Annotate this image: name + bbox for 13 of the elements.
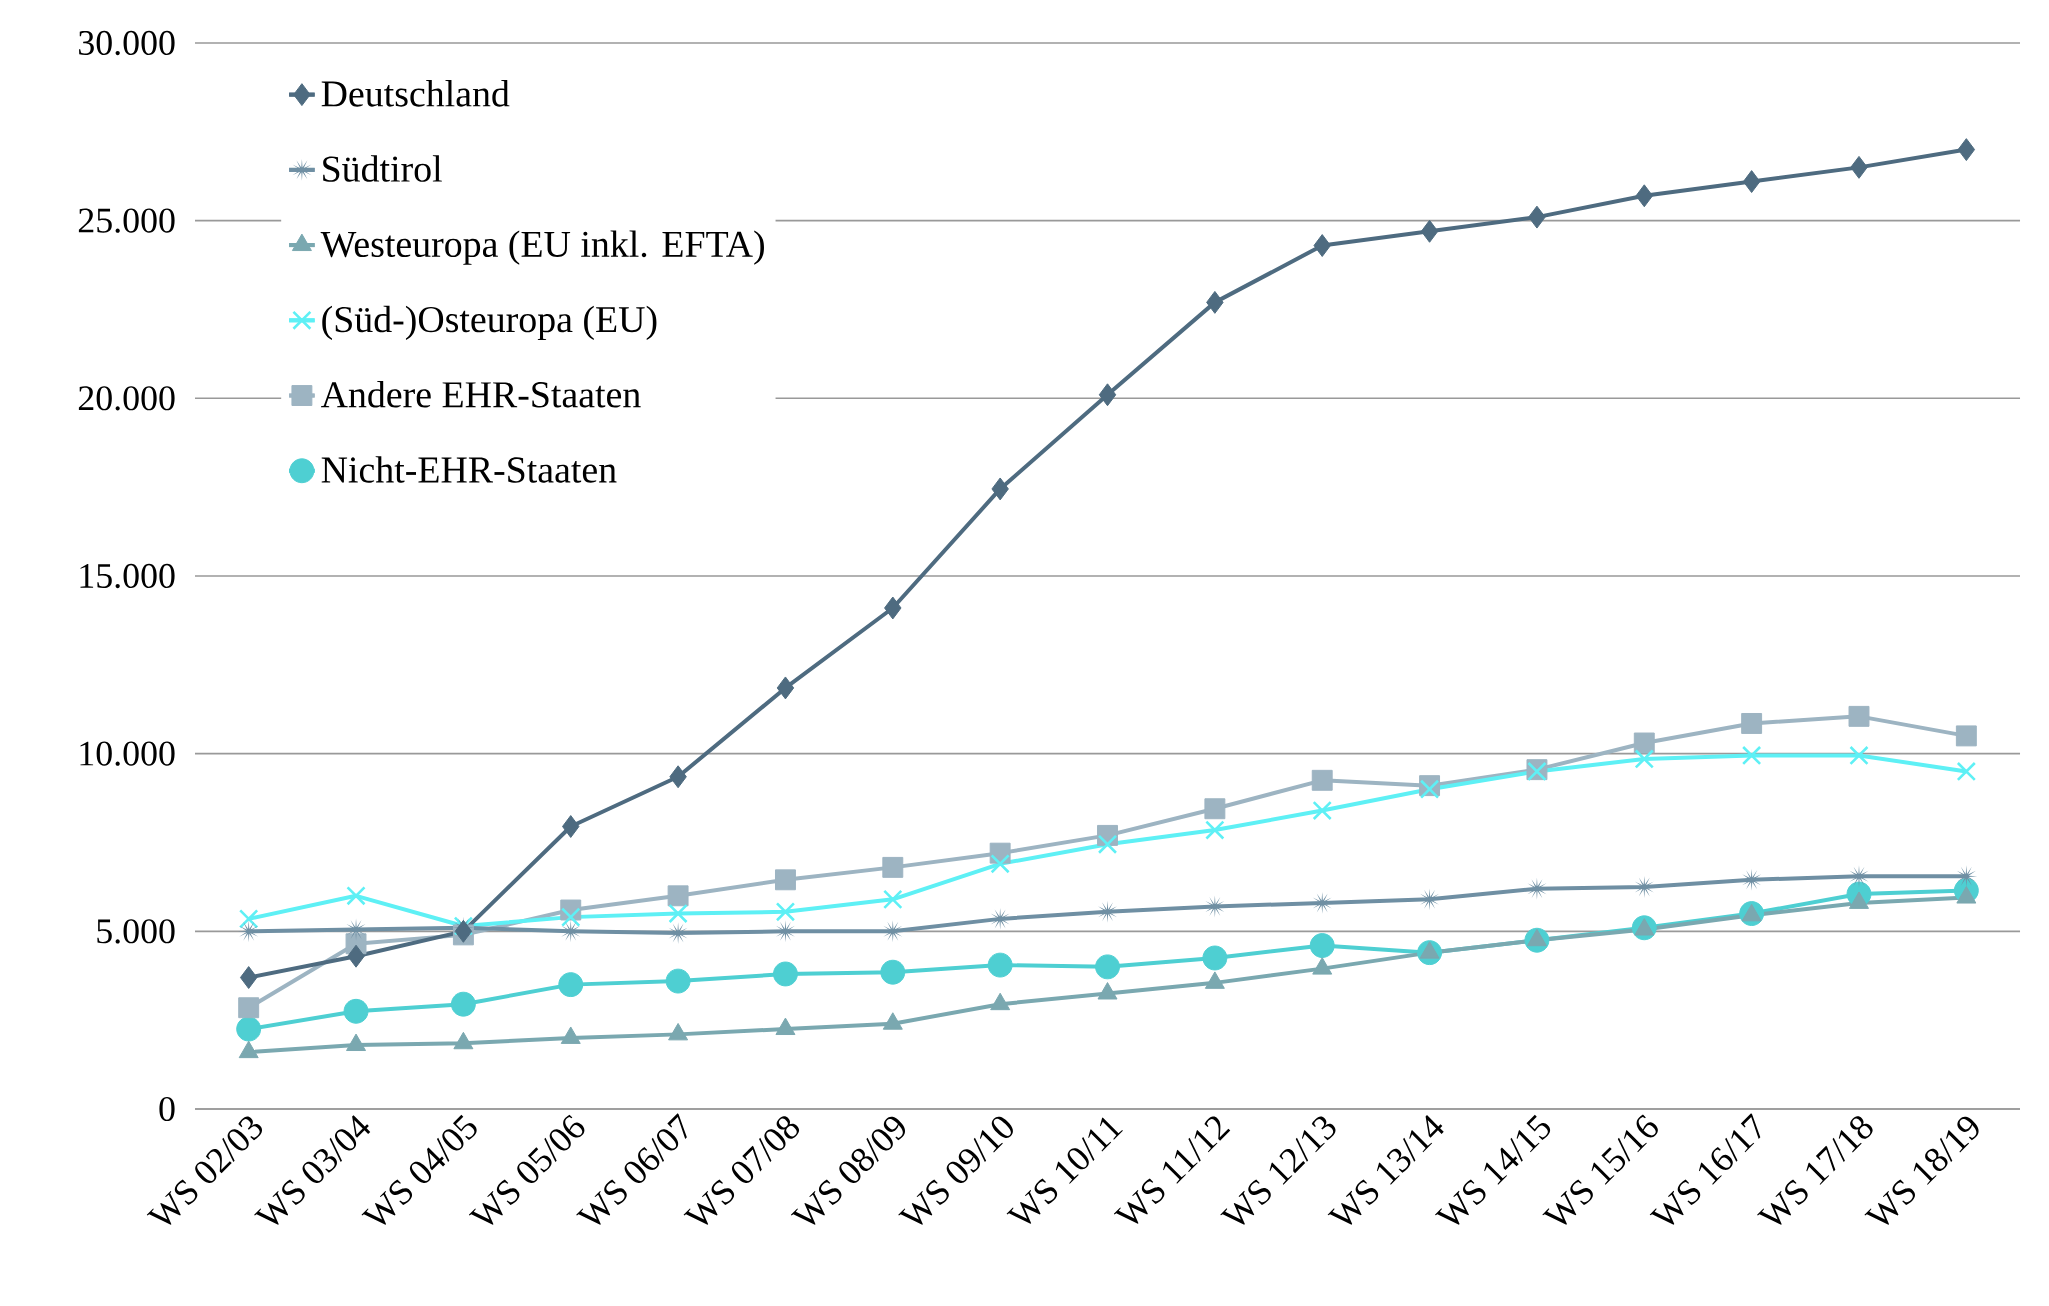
y-tick-label: 10.000 bbox=[80, 741, 175, 766]
legend-label: (Süd-)Osteuropa (EU) bbox=[322, 305, 657, 341]
y-tick-label: 20.000 bbox=[78, 386, 175, 411]
y-tick-label: 15.000 bbox=[80, 563, 175, 589]
y-tick-label: 0 bbox=[159, 1096, 175, 1122]
legend-label: Westeuropa (EU inkl. EFTA) bbox=[320, 230, 764, 265]
legend-label: Südtirol bbox=[323, 155, 442, 182]
legend-label: Andere EHR-Staaten bbox=[321, 380, 641, 408]
legend-label: Nicht-EHR-Staaten bbox=[321, 456, 617, 483]
y-tick-label: 30.000 bbox=[79, 30, 175, 56]
y-tick-label: 25.000 bbox=[78, 208, 175, 233]
legend-label: Deutschland bbox=[321, 80, 510, 107]
y-tick-label: 5.000 bbox=[97, 919, 175, 944]
